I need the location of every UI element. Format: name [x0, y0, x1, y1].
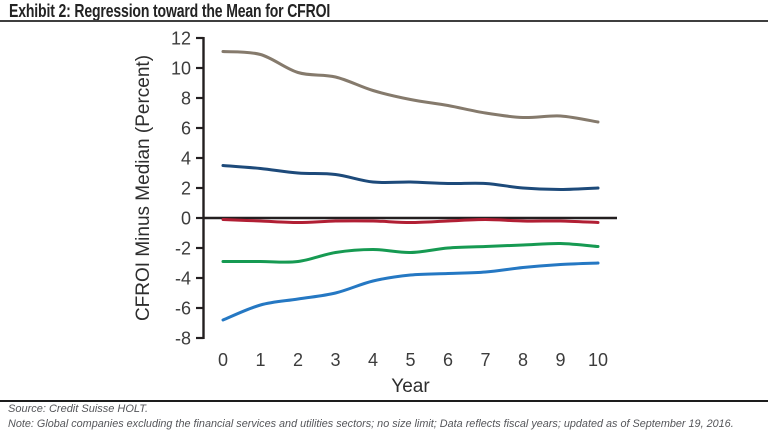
- y-axis-title: CFROI Minus Median (Percent): [133, 55, 154, 321]
- x-tick-label: 0: [218, 350, 228, 370]
- x-tick-label: 2: [293, 350, 303, 370]
- x-tick-label: 7: [480, 350, 490, 370]
- y-tick-label: 2: [181, 179, 191, 199]
- x-tick-label: 5: [405, 350, 415, 370]
- footer-rule: [0, 400, 768, 402]
- exhibit-title: Exhibit 2: Regression toward the Mean fo…: [9, 1, 331, 21]
- x-tick-label: 3: [330, 350, 340, 370]
- source-text: Source: Credit Suisse HOLT.: [8, 403, 149, 415]
- series-brown-line: [221, 50, 600, 124]
- y-tick-label: 10: [171, 59, 191, 79]
- x-tick-label: 10: [588, 350, 608, 370]
- x-tick-label: 1: [255, 350, 265, 370]
- chart-area: 12 10 8 6 4 2 0 -2 -4 -6 -8 0 1 2 3 4 5 6 7 8 9 10 Year CFROI M…: [0, 20, 768, 398]
- x-axis-title: Year: [391, 376, 430, 397]
- x-tick-label: 6: [443, 350, 453, 370]
- y-tick-label: -2: [175, 239, 191, 259]
- note-text: Note: Global companies excluding the fin…: [8, 418, 734, 430]
- y-tick-label: -6: [175, 299, 191, 319]
- y-tick-label: 8: [181, 89, 191, 109]
- y-tick-label: -8: [175, 329, 191, 349]
- x-tick-label: 9: [555, 350, 565, 370]
- y-tick-label: 4: [181, 149, 191, 169]
- series-green-line: [221, 241, 600, 264]
- series-red-line: [221, 218, 600, 224]
- y-tick-label: 12: [171, 29, 191, 49]
- series-blue-line: [221, 261, 600, 322]
- title-underline: [0, 20, 768, 22]
- x-tick-label: 8: [518, 350, 528, 370]
- series-navy-line: [221, 164, 600, 191]
- y-tick-label: -4: [175, 269, 191, 289]
- x-tick-label: 4: [368, 350, 378, 370]
- y-tick-label: 6: [181, 119, 191, 139]
- y-tick-label: 0: [181, 209, 191, 229]
